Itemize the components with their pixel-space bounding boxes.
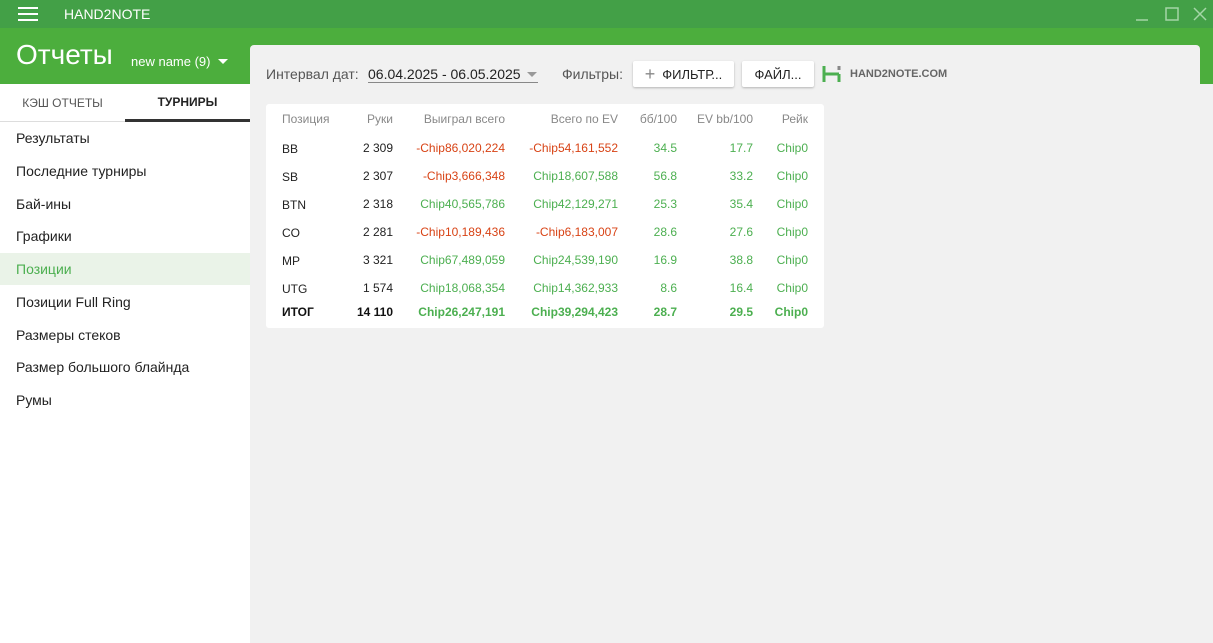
table-cell: 2 307 <box>362 169 393 183</box>
column-header[interactable]: Позиция <box>282 112 330 126</box>
interval-value: 06.04.2025 - 06.05.2025 <box>368 66 521 82</box>
table-cell: 56.8 <box>653 169 677 183</box>
total-cell: ИТОГ <box>282 305 314 319</box>
column-header[interactable]: Выиграл всего <box>423 112 505 126</box>
table-cell: BB <box>282 142 299 156</box>
menu-item[interactable]: Румы <box>16 392 52 408</box>
table-cell: SB <box>282 170 299 184</box>
total-cell: 29.5 <box>729 305 753 319</box>
table-cell: 17.7 <box>729 141 753 155</box>
filters-label: Фильтры: <box>562 66 623 82</box>
menu-item[interactable]: Графики <box>16 228 72 245</box>
menu-item[interactable]: Размеры стеков <box>16 326 121 343</box>
table-cell: 2 309 <box>362 141 393 155</box>
table-cell: 27.6 <box>729 225 753 239</box>
total-cell: 14 110 <box>356 305 393 319</box>
window-controls[interactable] <box>1130 6 1210 24</box>
dropdown-arrow <box>527 72 538 77</box>
menu-item[interactable]: Результаты <box>16 130 90 146</box>
table-cell: 34.5 <box>653 141 677 155</box>
table-cell: Chip0 <box>776 253 808 267</box>
table-cell: Chip0 <box>776 169 808 183</box>
menu-item[interactable]: Последние турниры <box>16 162 147 179</box>
table-cell: -Chip6,183,007 <box>535 225 618 239</box>
tab[interactable]: КЭШ ОТЧЕТЫ <box>0 84 125 122</box>
table-cell: 8.6 <box>660 281 677 295</box>
logo-icon <box>822 66 841 82</box>
file-button-label: ФАЙЛ... <box>754 66 802 82</box>
table-cell: 16.4 <box>729 281 753 295</box>
column-header[interactable]: Руки <box>367 112 393 126</box>
table-cell: Chip42,129,271 <box>533 197 618 211</box>
table-cell: 35.4 <box>729 197 753 211</box>
menu-item[interactable]: Бай-ины <box>16 195 72 212</box>
menu-item[interactable]: Размер большого блайнда <box>16 359 190 376</box>
interval-label: Интервал дат: <box>266 66 359 82</box>
total-cell: Chip0 <box>774 305 808 319</box>
column-header[interactable]: EV bb/100 <box>696 112 753 126</box>
table-cell: BTN <box>282 198 306 212</box>
filter-button[interactable]: + ФИЛЬТР... <box>633 61 734 87</box>
title-bar: HAND2NOTE <box>0 0 1213 28</box>
positions-table: Позиция Руки Выиграл всего Всего по EV бб/10… <box>266 104 824 328</box>
column-header[interactable]: Рейк <box>781 112 808 126</box>
table-cell: 2 281 <box>362 225 393 239</box>
filter-button-label: ФИЛЬТР... <box>662 66 723 82</box>
table-cell: Chip14,362,933 <box>533 281 618 295</box>
logo-text: HAND2NOTE.COM <box>850 68 948 80</box>
file-button[interactable]: ФАЙЛ... <box>742 61 814 87</box>
table-cell: Chip40,565,786 <box>420 197 505 211</box>
total-cell: Chip26,247,191 <box>418 305 505 319</box>
profile-name: new name (9) <box>131 54 211 69</box>
table-cell: -Chip86,020,224 <box>416 141 505 155</box>
table-cell: -Chip10,189,436 <box>416 225 505 239</box>
table-cell: CO <box>282 226 300 240</box>
dropdown-arrow <box>218 59 229 64</box>
app-name: HAND2NOTE <box>64 6 151 22</box>
table-cell: -Chip54,161,552 <box>529 141 618 155</box>
table-cell: MP <box>282 254 300 268</box>
sidebar: КЭШ ОТЧЕТЫ ТУРНИРЫ Результаты Последние тур… <box>0 84 250 643</box>
table-cell: Chip0 <box>776 197 808 211</box>
table-cell: -Chip3,666,348 <box>422 169 505 183</box>
menu-item[interactable]: Позиции <box>0 253 250 285</box>
total-cell: 28.7 <box>653 305 677 319</box>
menu-item[interactable]: Позиции Full Ring <box>16 293 131 310</box>
table-cell: Chip18,068,354 <box>420 281 505 295</box>
table-cell: Chip67,489,059 <box>420 253 505 267</box>
table-cell: 16.9 <box>653 253 677 267</box>
table-cell: 25.3 <box>653 197 677 211</box>
table-cell: Chip0 <box>776 225 808 239</box>
table-cell: 33.2 <box>729 169 753 183</box>
table-cell: 2 318 <box>362 197 393 211</box>
table-cell: 3 321 <box>362 253 393 267</box>
page-title: Отчеты <box>16 39 113 70</box>
table-cell: UTG <box>282 282 308 296</box>
table-cell: 1 574 <box>362 281 393 295</box>
table-cell: Chip0 <box>776 281 808 295</box>
interval-select[interactable]: 06.04.2025 - 06.05.2025 <box>368 66 539 83</box>
table-cell: 28.6 <box>653 225 677 239</box>
tab[interactable]: ТУРНИРЫ <box>125 84 250 122</box>
table-cell: Chip0 <box>776 141 808 155</box>
total-cell: Chip39,294,423 <box>531 305 618 319</box>
profile-select[interactable]: new name (9) <box>131 54 229 69</box>
column-header[interactable]: бб/100 <box>639 112 677 126</box>
column-header[interactable]: Всего по EV <box>550 112 618 126</box>
table-cell: 38.8 <box>729 253 753 267</box>
menu-icon[interactable] <box>18 7 38 21</box>
table-cell: Chip18,607,588 <box>533 169 618 183</box>
table-cell: Chip24,539,190 <box>533 253 618 267</box>
